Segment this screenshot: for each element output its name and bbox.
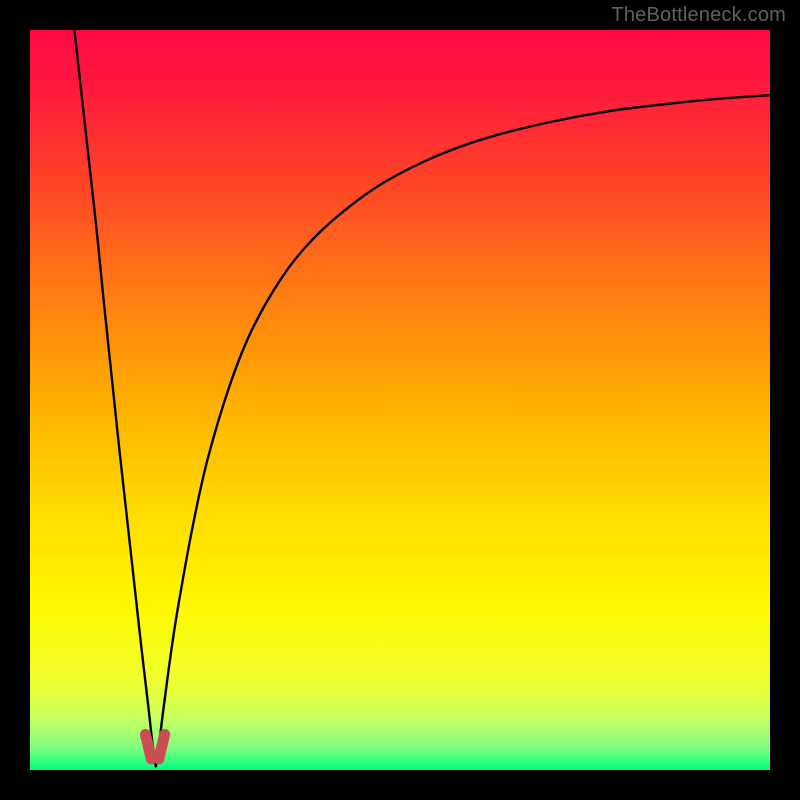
cusp-marker-0 — [145, 734, 151, 758]
chart-container: TheBottleneck.com — [0, 0, 800, 800]
plot-gradient-background — [30, 30, 770, 770]
watermark-text: TheBottleneck.com — [611, 4, 786, 27]
cusp-marker-1 — [159, 734, 165, 758]
bottleneck-chart — [0, 0, 800, 800]
